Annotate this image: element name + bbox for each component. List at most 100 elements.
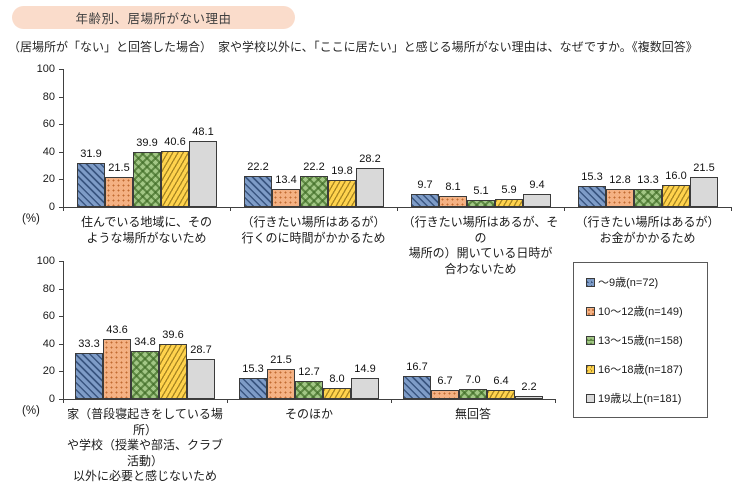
- bar-value-label: 8.0: [329, 373, 345, 385]
- bar: [323, 388, 351, 399]
- x-group-tick: [63, 399, 64, 403]
- x-group-tick: [555, 399, 556, 403]
- bar: [662, 185, 690, 207]
- x-group-tick: [227, 399, 228, 403]
- y-tick: [59, 261, 63, 262]
- bar: [239, 378, 267, 399]
- legend-swatch: [586, 306, 595, 316]
- y-tick: [59, 207, 63, 208]
- bar-value-label: 22.2: [247, 161, 269, 173]
- chart-title-text: 年齢別、居場所がない理由: [75, 12, 232, 26]
- x-group-tick: [391, 399, 392, 403]
- bar: [356, 168, 384, 207]
- bar: [103, 339, 131, 399]
- y-tick-label: 40: [42, 337, 55, 350]
- x-group-tick: [63, 207, 64, 211]
- bar-value-label: 28.7: [190, 344, 212, 356]
- bar: [467, 200, 495, 207]
- bar-chart-bottom: 33.3 43.6 34.8 39.6 28.7 15.3 21.5 12.7 8.0 14.9 1…: [0, 254, 736, 483]
- legend-swatch: [586, 277, 595, 287]
- bar: [133, 152, 161, 207]
- bar-value-label: 5.9: [501, 184, 517, 196]
- bar: [159, 344, 187, 399]
- bar-value-label: 13.4: [275, 174, 297, 186]
- bar: [161, 151, 189, 207]
- plot-area: 33.3 43.6 34.8 39.6 28.7 15.3 21.5 12.7 8.0 14.9 1…: [59, 261, 556, 403]
- bar: [272, 189, 300, 207]
- legend-label: 13～15歳(n=158): [598, 335, 683, 347]
- bar-value-label: 9.7: [417, 179, 433, 191]
- y-tick-label: 0: [48, 201, 55, 213]
- y-tick: [59, 288, 63, 290]
- bar-value-label: 40.6: [164, 136, 186, 148]
- bar-value-label: 43.6: [106, 324, 128, 336]
- category-label: そのほか: [284, 407, 333, 421]
- category-label: （行きたい場所はあるが、その 場所の）開いている日時が 合わないため: [402, 215, 559, 276]
- bar: [431, 390, 459, 399]
- bar-value-label: 39.6: [162, 329, 184, 341]
- bar-chart-top: 31.9 21.5 39.9 40.6 48.1 22.2 13.4 22.2 19.8 28.2…: [0, 62, 736, 276]
- bar: [105, 177, 133, 207]
- bar-value-label: 16.7: [406, 361, 428, 373]
- legend-label: 16～18歳(n=187): [598, 364, 683, 376]
- bar: [411, 194, 439, 207]
- bar: [578, 186, 606, 207]
- x-axis: [63, 399, 556, 400]
- bar-value-label: 2.2: [521, 381, 537, 393]
- bar: [77, 163, 105, 207]
- y-tick-label: 0: [48, 393, 55, 405]
- y-tick: [59, 316, 63, 318]
- x-group-tick: [731, 207, 732, 211]
- survey-question-text: （居場所が「ない」と回答した場合） 家や学校以外に、「ここに居たい」と感じる場所…: [8, 40, 698, 54]
- x-group-tick: [230, 207, 231, 211]
- legend-swatch: [586, 335, 595, 345]
- y-tick-label: 60: [42, 310, 55, 323]
- y-tick-label: 80: [42, 282, 55, 295]
- bar-value-label: 12.7: [298, 366, 320, 378]
- category-label: 住んでいる地域に、その ような場所がないため: [80, 215, 213, 245]
- legend-swatch: [586, 364, 595, 374]
- legend-item: 10～12歳(n=149): [586, 303, 703, 319]
- legend-item: 16～18歳(n=187): [586, 361, 703, 377]
- y-tick: [59, 151, 63, 153]
- bar-value-label: 34.8: [134, 336, 156, 348]
- bar-value-label: 48.1: [192, 126, 214, 138]
- bar-value-label: 33.3: [78, 338, 100, 350]
- legend-item: ～9歳(n=72): [586, 274, 703, 290]
- legend-label: 10～12歳(n=149): [598, 306, 683, 318]
- category-label: （行きたい場所はあるが） 行くのに時間がかかるため: [241, 215, 386, 245]
- bar-value-label: 12.8: [609, 174, 631, 186]
- category-label: 家（普段寝起きをしている場所） や学校（授業や部活、クラブ活動） 以外に必要と感…: [66, 407, 223, 484]
- bar: [515, 396, 543, 399]
- category-label: （行きたい場所はあるが） お金がかかるため: [575, 215, 720, 245]
- bar: [523, 194, 551, 207]
- bar-value-label: 6.7: [437, 375, 453, 387]
- y-axis: [63, 69, 64, 207]
- bar: [487, 390, 515, 399]
- y-tick: [59, 371, 63, 373]
- y-tick-label: 60: [42, 118, 55, 131]
- y-tick: [59, 179, 63, 181]
- category-label: 無回答: [454, 407, 491, 421]
- bar-value-label: 9.4: [529, 179, 545, 191]
- x-group-tick: [564, 207, 565, 211]
- bar-value-label: 7.0: [465, 374, 481, 386]
- y-axis-unit-label: (%): [22, 405, 40, 417]
- legend-swatch: [586, 393, 595, 403]
- bar: [351, 378, 379, 399]
- y-tick: [59, 96, 63, 98]
- bar: [300, 176, 328, 207]
- bar: [189, 141, 217, 207]
- legend-box: ～9歳(n=72) 10～12歳(n=149) 13～15歳(n=158) 16～18…: [573, 262, 708, 418]
- bar-value-label: 16.0: [665, 170, 687, 182]
- bar-value-label: 31.9: [80, 148, 102, 160]
- y-tick-label: 80: [42, 90, 55, 103]
- y-tick-label: 20: [42, 365, 55, 378]
- y-tick: [59, 124, 63, 126]
- bar-value-label: 21.5: [270, 354, 292, 366]
- bar: [328, 180, 356, 207]
- y-axis-unit-label: (%): [22, 213, 40, 225]
- bar-value-label: 15.3: [581, 171, 603, 183]
- y-tick-label: 100: [36, 63, 55, 75]
- bar: [75, 353, 103, 399]
